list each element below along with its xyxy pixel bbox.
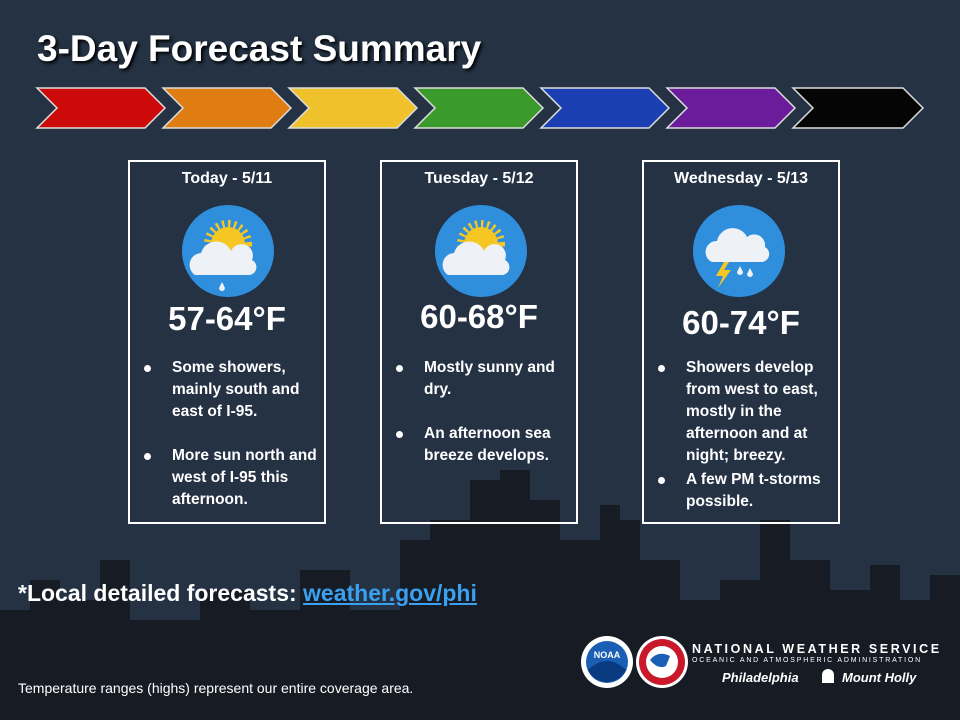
bullet: Showers develop from west to east, mostl… xyxy=(652,357,832,467)
skyline xyxy=(0,470,960,720)
local-forecasts: *Local detailed forecasts: weather.gov/p… xyxy=(18,580,477,607)
arrow xyxy=(665,87,797,129)
day-label: Tuesday - 5/12 xyxy=(424,170,534,187)
day-card: Tuesday - 5/12 60-68°F Mostly sunny and … xyxy=(380,160,578,524)
arrow-bar xyxy=(35,87,925,129)
arrow xyxy=(539,87,671,129)
day-label: Wednesday - 5/13 xyxy=(674,170,808,187)
bullets: Mostly sunny and dry. An afternoon sea b… xyxy=(390,357,570,489)
office: Philadelphia xyxy=(722,670,799,685)
footnote: Temperature ranges (highs) represent our… xyxy=(18,680,414,696)
bullet: Mostly sunny and dry. xyxy=(390,357,570,401)
temperature: 57-64°F xyxy=(168,300,286,337)
noaa-logo: NOAA xyxy=(581,636,633,688)
bullet: An afternoon sea breeze develops. xyxy=(390,423,570,467)
office: Mount Holly xyxy=(842,670,917,685)
arrow xyxy=(791,87,925,129)
icon-storm xyxy=(693,205,785,297)
bullet: More sun north and west of I-95 this aft… xyxy=(138,445,318,511)
day-label: Today - 5/11 xyxy=(181,170,273,187)
temperature: 60-74°F xyxy=(682,304,800,341)
arrow xyxy=(161,87,293,129)
icon-sun-cloud xyxy=(435,205,527,297)
liberty-bell xyxy=(822,669,834,683)
subagency: OCEANIC AND ATMOSPHERIC ADMINISTRATION xyxy=(692,657,922,664)
title: 3-Day Forecast Summary xyxy=(37,28,482,69)
arrow xyxy=(287,87,419,129)
temperature: 60-68°F xyxy=(420,298,538,335)
day-card: Wednesday - 5/13 60-74°F Showers develop… xyxy=(642,160,840,524)
agency: NATIONAL WEATHER SERVICE xyxy=(692,642,942,656)
icon-sun-cloud xyxy=(182,205,274,297)
bullets: Showers develop from west to east, mostl… xyxy=(652,357,832,515)
bullet: A few PM t-storms possible. xyxy=(652,469,832,513)
noaa-text: NOAA xyxy=(594,650,621,660)
arrow xyxy=(35,87,167,129)
nws-logo xyxy=(636,636,688,688)
arrow xyxy=(413,87,545,129)
local-prefix: *Local detailed forecasts: xyxy=(18,580,297,606)
day-card: Today - 5/11 57-64°F Some showers, mainl… xyxy=(128,160,326,524)
bullet: Some showers, mainly south and east of I… xyxy=(138,357,318,423)
link[interactable]: weather.gov/phi xyxy=(303,580,477,606)
bullets: Some showers, mainly south and east of I… xyxy=(138,357,318,533)
